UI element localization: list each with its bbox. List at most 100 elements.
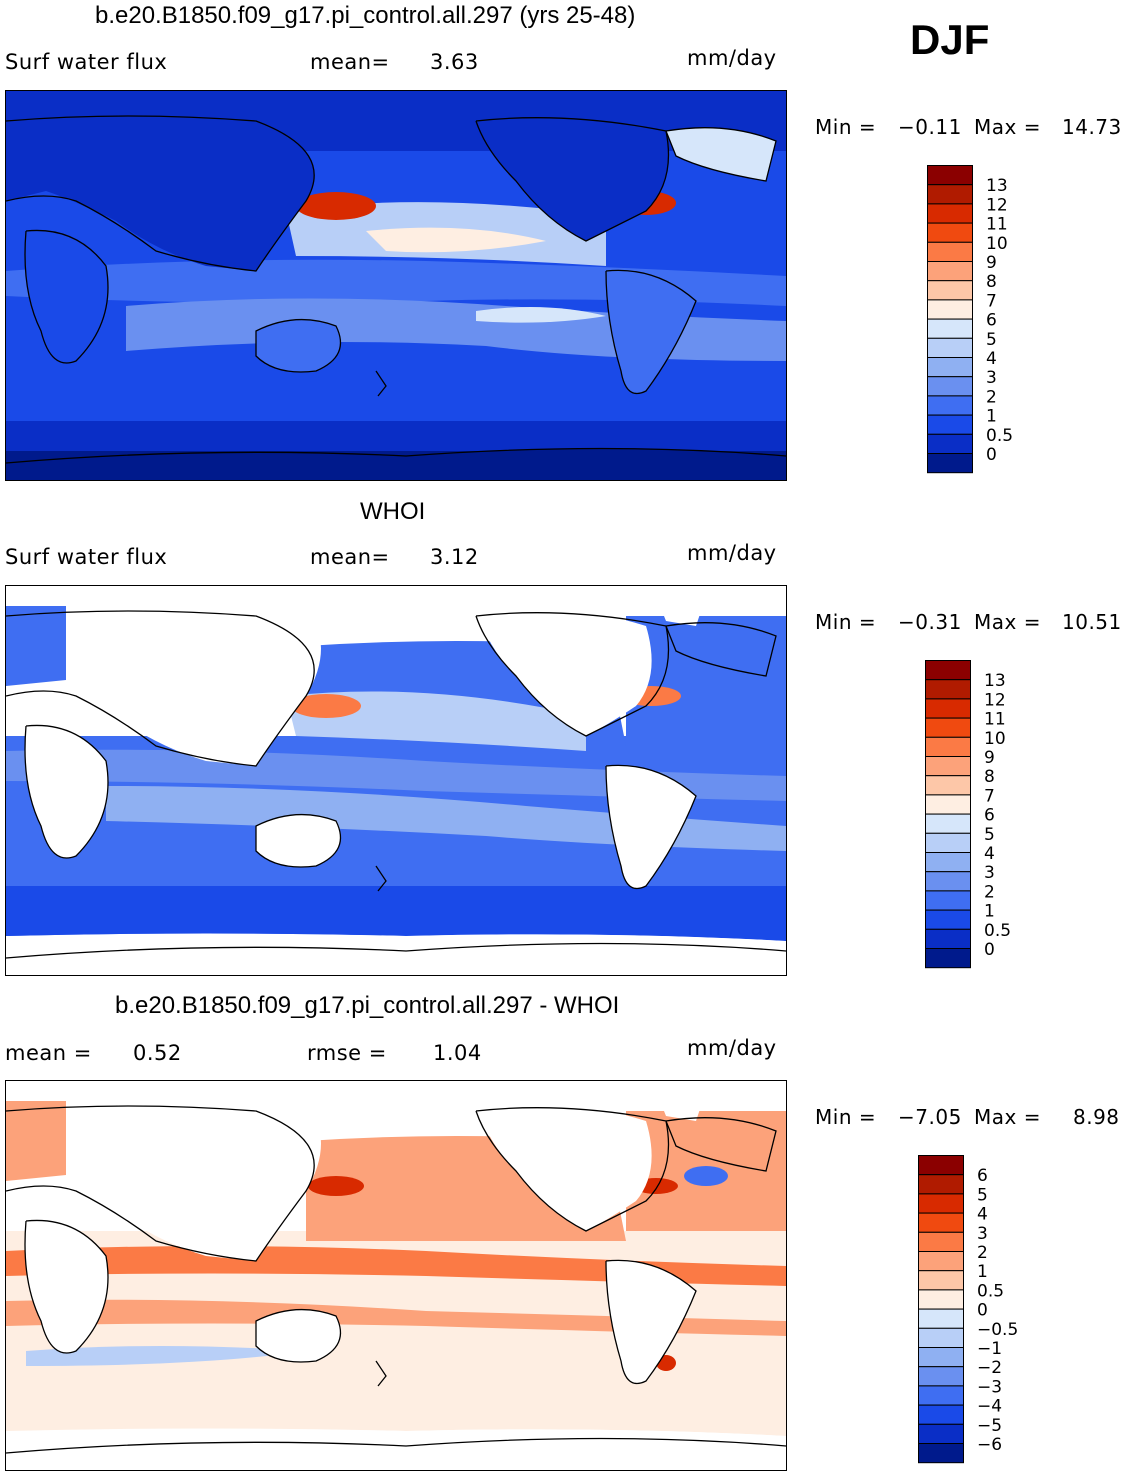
panel3-colorbar-box	[918, 1385, 964, 1406]
panel3-colorbar-box	[918, 1404, 964, 1425]
panel3-colorbar-box	[918, 1366, 964, 1387]
panel3-colorbar-box	[918, 1193, 964, 1214]
panel3-colorbar-tick-label: −4	[977, 1397, 1002, 1417]
panel3-colorbar-box	[918, 1443, 964, 1464]
panel2-colorbar: 13 12 11 10 9 8 7 6 5 4 3 2 1 0.5 0	[925, 660, 1040, 971]
panel1-colorbar-tick-label: 11	[986, 215, 1008, 235]
coastlines	[6, 610, 786, 959]
panel3-map-graphic	[6, 1081, 786, 1470]
panel3-colorbar-tick-label: −1	[977, 1339, 1002, 1359]
panel3-colorbar-tick-label: 5	[977, 1185, 988, 1205]
panel3-colorbar-tick-label: −6	[977, 1435, 1002, 1455]
panel1-colorbar-tick-label: 5	[986, 330, 997, 350]
panel2-colorbar-tick-label: 5	[984, 825, 995, 845]
panel3-units: mm/day	[687, 1036, 777, 1060]
panel3-map	[5, 1080, 787, 1471]
panel2-colorbar-tick-label: 4	[984, 844, 995, 864]
panel3-colorbar-tick-label: 0.5	[977, 1281, 1004, 1301]
africa-land	[25, 230, 108, 363]
panel2-units: mm/day	[687, 541, 777, 565]
panel2-colorbar-box	[925, 660, 971, 681]
panel2-title: WHOI	[360, 498, 426, 525]
panel1-units: mm/day	[687, 46, 777, 70]
panel1-variable-label: Surf water flux	[5, 50, 168, 74]
panel1-colorbar-box	[927, 414, 973, 435]
panel3-rmse-value: 1.04	[433, 1041, 482, 1065]
panel1-max-label: Max =	[974, 115, 1041, 139]
panel3-min-label: Min =	[815, 1105, 877, 1129]
panel2-min-value: −0.31	[898, 610, 962, 634]
labrador-negative	[684, 1166, 728, 1186]
panel3-colorbar: 6 5 4 3 2 1 0.5 0 −0.5 −1 −2 −3 −4 −5 −6	[918, 1155, 1033, 1466]
ocean-field	[6, 1231, 786, 1436]
panel3-colorbar-box	[918, 1423, 964, 1444]
panel2-colorbar-tick-label: 7	[984, 786, 995, 806]
panel2-colorbar-box	[925, 948, 971, 969]
panel1-colorbar-box	[927, 280, 973, 301]
panel3-colorbar-tick-label: 1	[977, 1262, 988, 1282]
panel2-colorbar-box	[925, 736, 971, 758]
panel1-min-label: Min =	[815, 115, 877, 139]
coastlines	[6, 1105, 786, 1454]
panel1-colorbar-box	[927, 357, 973, 378]
panel2-variable-label: Surf water flux	[5, 545, 168, 569]
coastlines	[6, 115, 786, 464]
panel3-min-value: −7.05	[898, 1105, 962, 1129]
panel1-colorbar-box	[927, 318, 973, 339]
panel3-max-label: Max =	[974, 1105, 1041, 1129]
panel3-colorbar-box	[918, 1251, 964, 1272]
panel3-colorbar-tick-label: 0	[977, 1301, 988, 1321]
panel1-mean-value: 3.63	[430, 50, 479, 74]
panel3-colorbar-tick-label: −5	[977, 1416, 1002, 1436]
panel2-colorbar-box	[925, 756, 971, 777]
panel1-colorbar-box	[927, 241, 973, 263]
panel1-colorbar-box	[927, 184, 973, 205]
panel3-colorbar-tick-label: 3	[977, 1224, 988, 1244]
panel2-mean-label: mean=	[310, 545, 390, 569]
panel3-colorbar-tick-label: −3	[977, 1377, 1002, 1397]
equatorial-belt	[6, 749, 786, 801]
panel1-colorbar-tick-label: 3	[986, 368, 997, 388]
panel1-map	[5, 90, 787, 481]
panel2-colorbar-box	[925, 813, 971, 834]
panel2-colorbar-tick-label: 2	[984, 882, 995, 902]
equatorial-positive-belt	[6, 1246, 786, 1286]
panel2-colorbar-tick-label: 1	[984, 902, 995, 922]
panel3-colorbar-box	[918, 1289, 964, 1310]
panel2-colorbar-box	[925, 717, 971, 738]
panel1-title: b.e20.B1850.f09_g17.pi_control.all.297 (…	[95, 2, 636, 29]
panel1-colorbar-tick-label: 0.5	[986, 426, 1013, 446]
land-mask	[6, 1091, 786, 1470]
land-mask	[6, 596, 786, 975]
panel2-colorbar-tick-label: 3	[984, 863, 995, 883]
panel2-colorbar-box	[925, 679, 971, 700]
panel3-colorbar-tick-label: 2	[977, 1243, 988, 1263]
kuroshio-max	[296, 192, 376, 220]
panel3-colorbar-tick-label: −0.5	[977, 1320, 1018, 1340]
panel2-colorbar-box	[925, 832, 971, 854]
equatorial-belt	[6, 259, 786, 306]
panel2-colorbar-box	[925, 852, 971, 873]
south-america-land	[606, 270, 696, 394]
panel3-mean-value: 0.52	[133, 1041, 182, 1065]
panel3-colorbar-box	[918, 1347, 964, 1368]
panel2-map	[5, 585, 787, 976]
panel2-colorbar-tick-label: 12	[984, 690, 1006, 710]
panel1-colorbar-box	[927, 376, 973, 397]
panel3-colorbar-box	[918, 1308, 964, 1329]
south-positive-belt	[6, 1299, 786, 1336]
panel3-colorbar-box	[918, 1231, 964, 1253]
panel3-mean-label: mean =	[5, 1041, 92, 1065]
panel3-colorbar-box	[918, 1270, 964, 1291]
panel1-colorbar-tick-label: 10	[986, 234, 1008, 254]
panel2-colorbar-box	[925, 775, 971, 796]
panel1-colorbar-tick-label: 13	[986, 176, 1008, 196]
panel1-colorbar-box	[927, 337, 973, 359]
panel2-colorbar-tick-label: 0	[984, 940, 995, 960]
panel2-colorbar-box	[925, 794, 971, 815]
southern-ocean-field	[6, 886, 786, 941]
panel2-colorbar-box	[925, 698, 971, 719]
kuroshio-max	[308, 1176, 364, 1196]
